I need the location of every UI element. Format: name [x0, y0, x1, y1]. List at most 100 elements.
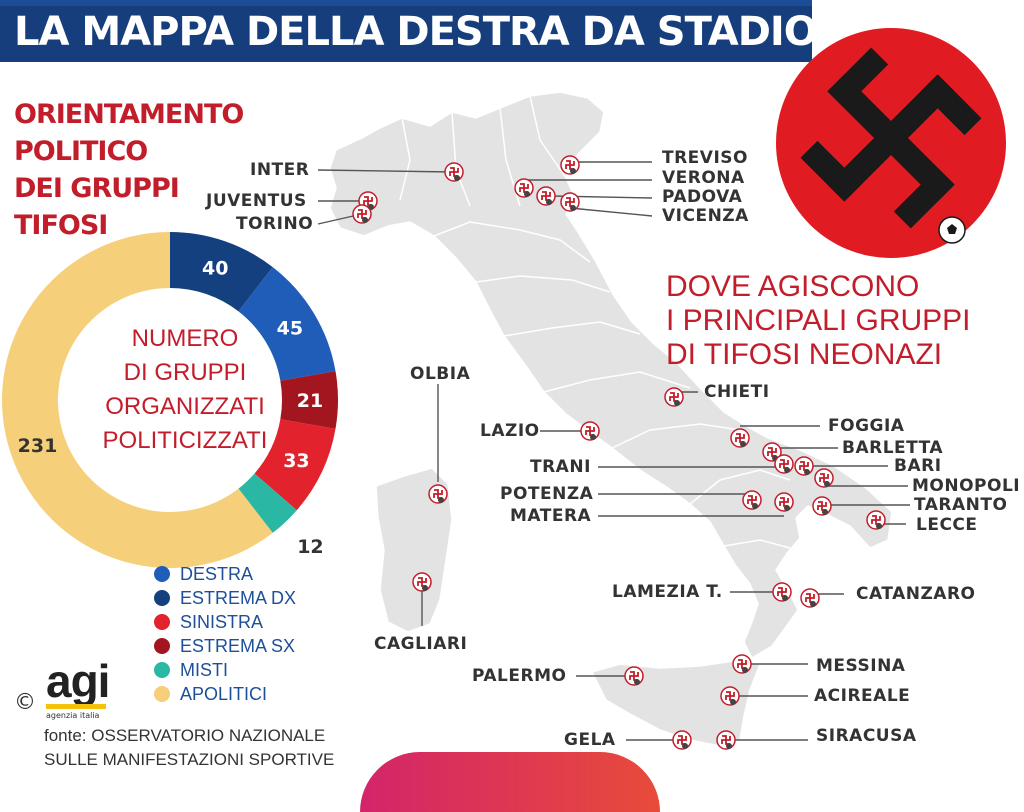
donut-slice-sinistra	[254, 419, 336, 511]
map-pin-dot	[804, 469, 810, 475]
city-label-acireale: ACIREALE	[814, 686, 911, 706]
donut-center-label: NUMERO DI GRUPPI ORGANIZZATI POLITICIZZA…	[80, 322, 290, 458]
city-label-catanzaro: CATANZARO	[856, 584, 976, 604]
city-label-taranto: TARANTO	[914, 495, 1008, 515]
city-label-trani: TRANI	[530, 457, 591, 477]
donut-slice-destra	[238, 267, 336, 381]
donut-center-line: ORGANIZZATI	[105, 393, 265, 420]
map-sardinia	[375, 467, 453, 633]
chart-subtitle: ORIENTAMENTO POLITICO DEI GRUPPI TIFOSI	[14, 96, 244, 244]
legend-label: SINISTRA	[180, 612, 264, 632]
map-pin-dot	[546, 199, 552, 205]
map-pin-dot	[810, 601, 816, 607]
legend-item-estrema-dx: ESTREMA DX	[154, 588, 296, 612]
map-pin-dot	[570, 168, 576, 174]
logo-tagline: agenzia italia	[46, 711, 100, 720]
legend-label: ESTREMA SX	[180, 636, 296, 656]
city-label-padova: PADOVA	[662, 187, 743, 207]
donut-value-estrema-dx: 40	[202, 258, 228, 280]
logo-wordmark: agi	[46, 655, 110, 707]
legend-swatch	[154, 686, 170, 702]
city-label-barletta: BARLETTA	[842, 438, 944, 458]
title-stripe	[0, 0, 812, 6]
map-pin-dot	[362, 217, 368, 223]
legend-item-estrema-sx: ESTREMA SX	[154, 636, 295, 660]
map-pin-dot	[730, 699, 736, 705]
legend-label: DESTRA	[180, 564, 254, 584]
city-label-palermo: PALERMO	[472, 666, 567, 686]
city-label-inter: INTER	[250, 160, 310, 180]
city-label-gela: GELA	[564, 730, 616, 750]
map-pin-dot	[782, 595, 788, 601]
legend-item-destra: DESTRA	[154, 564, 253, 588]
legend-swatch	[154, 614, 170, 630]
donut-slice-estrema-sx	[280, 371, 338, 429]
map-pin-dot	[570, 205, 576, 211]
map-heading-line: I PRINCIPALI GRUPPI	[666, 304, 971, 337]
donut-slice-estrema-dx	[170, 232, 273, 312]
legend-swatch	[154, 590, 170, 606]
red-badge	[776, 28, 1006, 258]
copyright-symbol: ©	[14, 690, 36, 715]
donut-slice-misti	[238, 473, 297, 533]
city-label-treviso: TREVISO	[662, 148, 748, 168]
map-pin-dot	[876, 523, 882, 529]
donut-center-line: NUMERO	[131, 325, 239, 352]
legend-swatch	[154, 566, 170, 582]
donut-value-sinistra: 33	[283, 450, 309, 472]
legend-swatch	[154, 662, 170, 678]
legend-item-apolitici: APOLITICI	[154, 684, 267, 708]
map-heading-line: DOVE AGISCONO	[666, 270, 920, 303]
bottom-decoration	[360, 752, 660, 812]
city-label-olbia: OLBIA	[410, 364, 471, 384]
city-label-messina: MESSINA	[816, 656, 906, 676]
map-pin-dot	[822, 509, 828, 515]
legend-item-sinistra: SINISTRA	[154, 612, 263, 636]
map-heading: DOVE AGISCONO I PRINCIPALI GRUPPI DI TIF…	[666, 270, 971, 372]
city-label-cagliari: CAGLIARI	[374, 634, 468, 654]
donut-center-line: POLITICIZZATI	[102, 427, 268, 454]
city-label-monopoli: MONOPOLI	[912, 476, 1021, 496]
legend-label: ESTREMA DX	[180, 588, 297, 608]
swastika-symbol-icon	[800, 47, 982, 244]
italy-map	[317, 91, 910, 750]
city-label-matera: MATERA	[510, 506, 592, 526]
city-label-lazio: LAZIO	[480, 421, 540, 441]
map-pin-dot	[674, 400, 680, 406]
legend-item-misti: MISTI	[154, 660, 228, 684]
map-pin-dot	[740, 441, 746, 447]
city-label-siracusa: SIRACUSA	[816, 726, 917, 746]
map-pin-dot	[438, 497, 444, 503]
title-bar: LA MAPPA DELLA DESTRA DA STADIO	[0, 0, 818, 62]
city-label-potenza: POTENZA	[500, 484, 594, 504]
logo-underline	[46, 704, 106, 709]
source-line: fonte: OSSERVATORIO NAZIONALE	[44, 726, 326, 745]
city-label-bari: BARI	[894, 456, 942, 476]
map-pin-dot	[824, 481, 830, 487]
city-label-foggia: FOGGIA	[828, 416, 905, 436]
page-title: LA MAPPA DELLA DESTRA DA STADIO	[14, 9, 818, 55]
map-pin-dot	[784, 505, 790, 511]
donut-chart: 40 45 21 33 12 231	[1, 232, 338, 568]
donut-center-line: DI GRUPPI	[123, 359, 247, 386]
city-label-lamezia: LAMEZIA T.	[612, 582, 723, 602]
legend-label: APOLITICI	[180, 684, 268, 704]
source-note: fonte: OSSERVATORIO NAZIONALE SULLE MANI…	[44, 724, 334, 772]
map-heading-line: DI TIFOSI NEONAZI	[666, 338, 943, 371]
map-pin-dot	[422, 585, 428, 591]
subtitle-line: POLITICO	[14, 136, 148, 167]
soccer-ball-icon	[938, 216, 966, 244]
city-label-torino: TORINO	[236, 214, 314, 234]
map-pin-dot	[742, 667, 748, 673]
map-pin-dot	[752, 503, 758, 509]
map-pin-dot	[634, 679, 640, 685]
map-pin-dot	[524, 191, 530, 197]
map-pin-dot	[784, 467, 790, 473]
legend-swatch	[154, 638, 170, 654]
donut-value-destra: 45	[277, 318, 303, 340]
city-label-juventus: JUVENTUS	[206, 191, 307, 211]
donut-value-apolitici: 231	[18, 435, 58, 457]
city-label-chieti: CHIETI	[704, 382, 770, 402]
donut-value-misti: 12	[297, 536, 323, 558]
city-label-lecce: LECCE	[916, 515, 978, 535]
